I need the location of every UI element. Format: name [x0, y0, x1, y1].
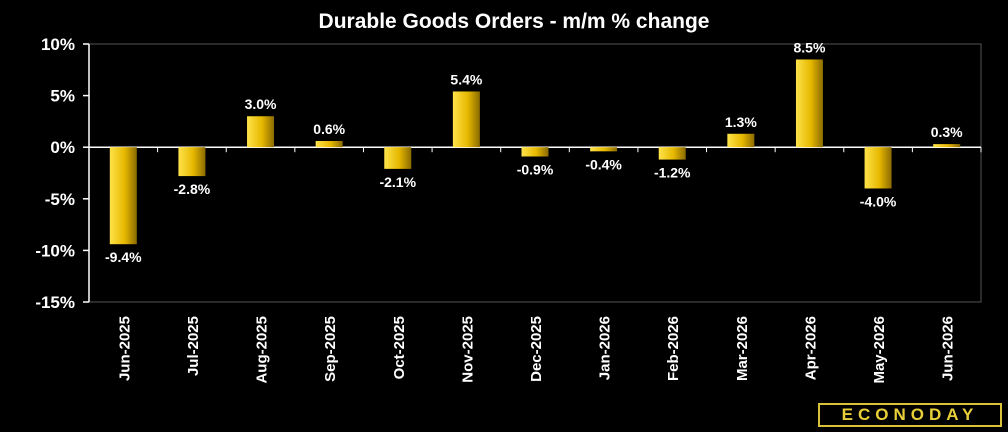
- x-tick-label: Oct-2025: [391, 316, 408, 379]
- x-tick-label: Nov-2025: [459, 316, 476, 383]
- x-tick-label: May-2026: [871, 316, 888, 384]
- data-label: 0.3%: [931, 124, 963, 140]
- bar: [109, 147, 137, 245]
- chart-title: Durable Goods Orders - m/m % change: [319, 10, 710, 33]
- data-label: -0.9%: [517, 161, 554, 177]
- x-tick-label: Apr-2026: [802, 316, 819, 380]
- x-tick-label: Jun-2025: [116, 316, 133, 381]
- data-label: 1.3%: [725, 114, 757, 130]
- bar: [247, 116, 275, 148]
- y-tick-label: -10%: [35, 241, 75, 260]
- data-label: -1.2%: [654, 165, 691, 181]
- plot-area: 10% 5% 0% -5% -10% -15% -9.4% Jun-2025 -2.8% Jul-…: [35, 35, 982, 384]
- x-tick-label: Jul-2025: [185, 316, 202, 376]
- data-label: -4.0%: [860, 193, 897, 209]
- bar: [315, 141, 343, 148]
- y-tick-label: 0%: [50, 138, 75, 157]
- data-label: 5.4%: [450, 71, 482, 87]
- x-tick-label: Dec-2025: [528, 316, 545, 382]
- bar: [590, 147, 618, 152]
- y-tick-label: 5%: [50, 87, 75, 106]
- y-tick-label: -15%: [35, 293, 75, 312]
- bar: [521, 147, 549, 157]
- data-label: 0.6%: [313, 121, 345, 137]
- bar: [384, 147, 412, 169]
- bar: [864, 147, 892, 189]
- data-label: -0.4%: [585, 156, 622, 172]
- x-tick-label: Aug-2025: [254, 316, 271, 384]
- bar: [795, 59, 823, 148]
- y-tick-label: 10%: [41, 35, 75, 54]
- bar: [727, 133, 755, 148]
- x-tick-label: Sep-2025: [322, 316, 339, 382]
- data-label: 8.5%: [794, 39, 826, 55]
- data-label: -9.4%: [105, 249, 142, 265]
- bar: [178, 147, 206, 177]
- x-tick-label: Feb-2026: [665, 316, 682, 381]
- econoday-logo: ECONODAY: [818, 403, 1002, 427]
- data-label: -2.8%: [174, 181, 211, 197]
- bar: [658, 147, 686, 160]
- bar: [933, 144, 961, 148]
- x-tick-label: Jan-2026: [597, 316, 614, 380]
- bar: [452, 91, 480, 148]
- y-tick-label: -5%: [45, 190, 75, 209]
- x-tick-label: Mar-2026: [734, 316, 751, 381]
- x-tick-label: Jun-2026: [940, 316, 957, 381]
- data-label: 3.0%: [245, 96, 277, 112]
- data-label: -2.1%: [379, 174, 416, 190]
